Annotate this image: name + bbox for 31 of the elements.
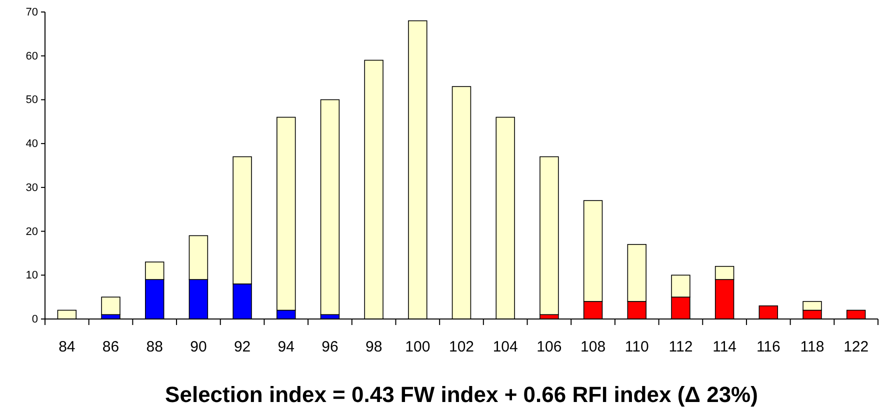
x-tick-label: 104	[492, 338, 518, 356]
y-tick-label: 30	[26, 182, 38, 194]
x-tick-label: 122	[844, 338, 869, 356]
y-tick-label: 10	[26, 270, 38, 282]
bar	[320, 99, 340, 316]
y-tick-label: 70	[26, 6, 38, 19]
x-tick-label: 96	[322, 338, 338, 356]
x-tick-label: 108	[580, 338, 606, 356]
x-tick-label: 94	[278, 338, 294, 356]
x-tick-label: 92	[234, 338, 251, 356]
x-tick-label: 98	[365, 338, 382, 356]
y-tick-label: 40	[26, 138, 38, 150]
y-tick-label: 60	[26, 50, 38, 62]
x-tick-label: 118	[800, 338, 824, 356]
x-tick-label: 84	[58, 338, 76, 356]
x-tick-label: 106	[536, 338, 562, 356]
x-tick-label: 102	[448, 338, 474, 356]
y-tick-label: 50	[26, 94, 38, 106]
x-tick-label: 116	[756, 338, 780, 356]
x-tick-label: 112	[668, 338, 693, 356]
x-tick-label: 114	[712, 338, 737, 356]
y-tick-label: 0	[32, 314, 38, 326]
bar	[101, 296, 120, 316]
y-tick-label: 20	[26, 226, 38, 238]
x-tick-label: 88	[146, 338, 163, 356]
x-tick-label: 90	[190, 338, 207, 356]
x-axis-title: Selection index = 0.43 FW index + 0.66 RFI index (Δ 23%)	[165, 382, 758, 407]
bar	[540, 156, 559, 316]
x-tick-label: 86	[102, 338, 120, 356]
x-tick-label: 100	[405, 338, 430, 356]
x-tick-label: 110	[624, 338, 649, 356]
